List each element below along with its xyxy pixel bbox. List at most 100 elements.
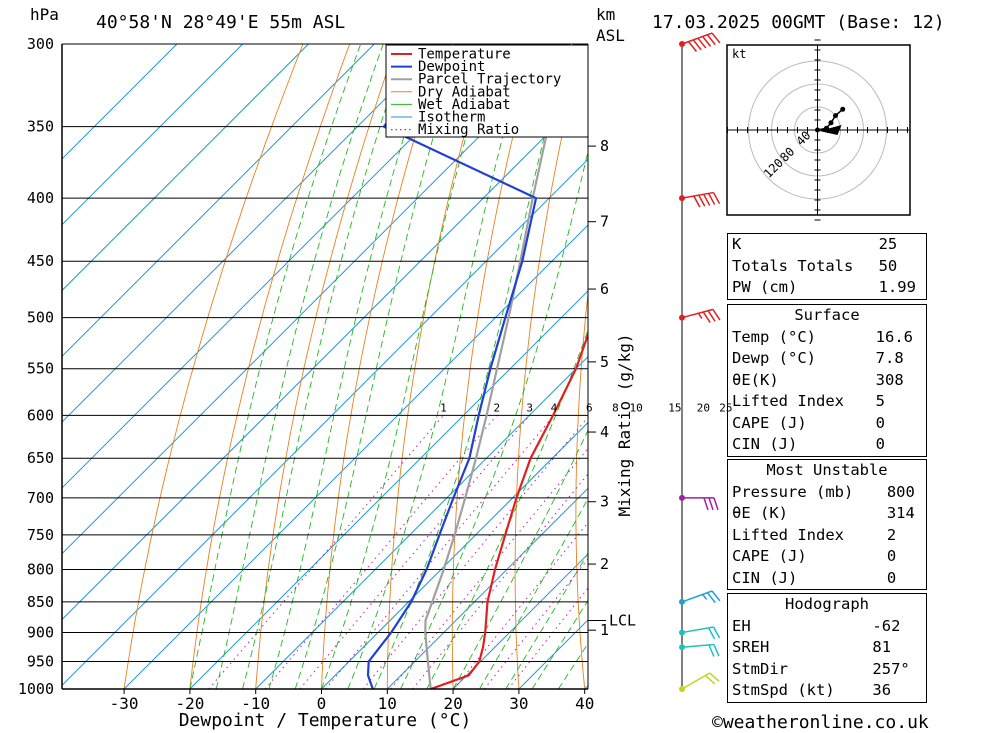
mixing-ratio-label: 4	[551, 401, 558, 414]
most-unstable-row: θE (K) 314	[732, 504, 915, 523]
mixing-ratio-line	[325, 414, 555, 689]
isotherm-line	[321, 421, 588, 689]
wind-barb	[679, 590, 721, 605]
pressure-tick-label: 600	[27, 406, 54, 424]
wind-barb-flag	[712, 192, 721, 205]
hodograph-point	[840, 106, 846, 112]
wet-adiabat-line	[452, 429, 588, 689]
wind-barb-flag	[693, 195, 701, 208]
wind-barb-flag	[707, 310, 716, 322]
pressure-tick-label: 900	[27, 624, 54, 642]
wind-barb	[679, 626, 721, 640]
copyright-text: ©weatheronline.co.uk	[712, 712, 929, 733]
x-axis-label: Dewpoint / Temperature (°C)	[179, 710, 472, 731]
x-tick-label: 0	[317, 694, 327, 713]
height-unit-sub-label: ASL	[596, 26, 625, 45]
x-tick-label: -10	[241, 694, 270, 713]
lcl-label: LCL	[609, 612, 636, 630]
wet-adiabat-line	[505, 552, 588, 689]
wind-barb-flag	[712, 308, 721, 321]
most-unstable-row: CIN (J) 0	[732, 568, 897, 587]
mixing-ratio-label: 6	[586, 401, 593, 414]
wind-barbs	[679, 32, 721, 692]
surface-table: Surface Temp (°C) 16.6 Dewp (°C) 7.8 θE(K)…	[727, 304, 927, 457]
height-tick-label: 1	[600, 621, 609, 639]
mixing-ratio-label: 2	[493, 401, 500, 414]
series-temperature	[430, 331, 588, 689]
isotherm-line	[62, 92, 588, 621]
dry-adiabat-line	[954, 44, 1000, 689]
mixing-ratio-line	[453, 521, 588, 689]
location-title: 40°58'N 28°49'E 55m ASL	[96, 12, 345, 33]
legend-entry: Parcel Trajectory	[418, 72, 561, 88]
profile-traces	[366, 44, 588, 689]
wind-barb-flag	[712, 626, 721, 639]
wind-barb	[679, 191, 721, 208]
pressure-tick-label: 300	[27, 35, 54, 53]
wind-barb-half-flag	[697, 312, 703, 319]
isotherm-line	[62, 44, 441, 423]
wet-adiabat-line	[189, 44, 362, 689]
surface-row: Dewp (°C) 7.8	[732, 349, 904, 368]
wind-barb-staff	[681, 191, 714, 199]
most-unstable-row: Pressure (mb) 800	[732, 482, 915, 501]
wind-barb-flag	[702, 36, 712, 47]
wind-barb-half-flag	[702, 593, 708, 600]
wind-barb	[679, 643, 720, 657]
index-row-k: K 25	[732, 235, 898, 254]
isotherm-line	[452, 553, 588, 689]
wind-barb-flag	[702, 311, 711, 323]
surface-row: Lifted Index 5	[732, 392, 885, 411]
dry-adiabat-line	[321, 44, 444, 689]
wind-barb-flag	[687, 41, 698, 52]
mixing-ratio-label: 25	[719, 401, 732, 414]
wet-adiabat-line	[294, 44, 462, 689]
pressure-unit-label: hPa	[30, 5, 59, 24]
mixing-ratio-line	[208, 414, 444, 689]
wind-barb-flag	[703, 497, 709, 511]
pressure-tick-label: 950	[27, 653, 54, 671]
isotherm-line	[62, 44, 507, 489]
index-row-pw: PW (cm) 1.99	[732, 278, 916, 297]
x-tick-label: -20	[175, 694, 204, 713]
mixing-ratio-label: 15	[668, 401, 681, 414]
mixing-ratio-label: 8	[612, 401, 619, 414]
pressure-tick-label: 650	[27, 449, 54, 467]
isotherm-line	[123, 224, 588, 689]
height-tick-label: 8	[600, 137, 609, 155]
series-parcel-trajectory	[424, 44, 573, 689]
wind-barb-flag	[707, 627, 716, 640]
dry-adiabat-line	[514, 44, 584, 689]
wet-adiabat-line	[347, 44, 528, 689]
pressure-tick-label: 750	[27, 526, 54, 544]
surface-row: θE(K) 308	[732, 370, 904, 389]
hodograph-point	[815, 127, 820, 133]
isobars: 300 350 400 450 500 550 600 650 700 750 800 850 900 9…	[18, 35, 588, 698]
wind-barb-flag	[706, 592, 716, 604]
height-tick-label: 7	[600, 213, 609, 231]
height-tick-label: 5	[600, 353, 609, 371]
wind-barb	[679, 32, 721, 52]
legend-entry: Isotherm	[418, 110, 485, 126]
index-table-top: K 25 Totals Totals 50 PW (cm) 1.99	[727, 233, 927, 300]
pressure-tick-label: 800	[27, 560, 54, 578]
wind-barb-flag	[706, 34, 716, 46]
pressure-tick-label: 700	[27, 489, 54, 507]
most-unstable-title: Most Unstable	[766, 461, 888, 480]
mixing-ratio-label: 20	[697, 401, 710, 414]
wind-barb	[679, 308, 721, 323]
wet-adiabat-line	[400, 149, 588, 689]
surface-row: CIN (J) 0	[732, 435, 885, 454]
datetime-title: 17.03.2025 00GMT (Base: 12)	[652, 12, 945, 33]
isotherm-line	[62, 158, 588, 687]
wind-barb-flag	[692, 39, 702, 51]
hodograph-point	[833, 113, 838, 119]
legend-entry: Dry Adiabat	[418, 84, 511, 100]
mixing-ratio-line	[299, 414, 531, 689]
wind-barb-flag	[713, 497, 719, 511]
wind-barb	[679, 494, 719, 511]
